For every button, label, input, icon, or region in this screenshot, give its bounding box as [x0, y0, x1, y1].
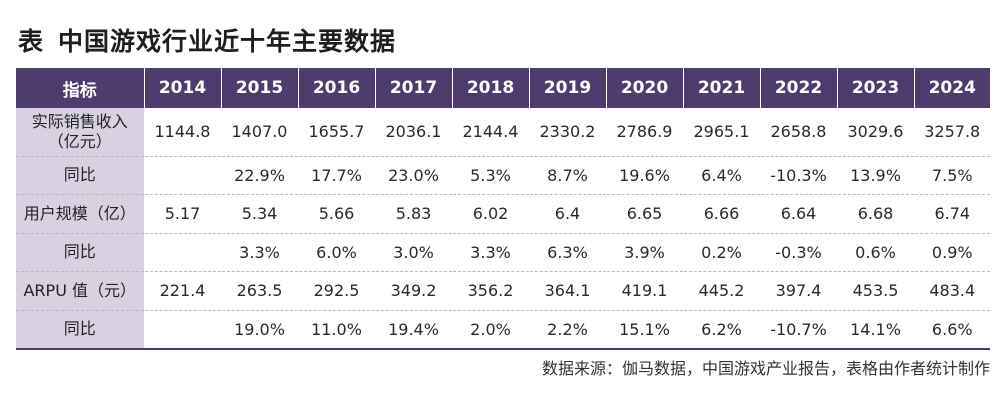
table-cell: 22.9% — [220, 156, 298, 195]
data-table-wrapper: 指标 2014 2015 2016 2017 2018 2019 2020 20… — [16, 68, 990, 350]
table-row: 用户规模（亿） 5.17 5.34 5.66 5.83 6.02 6.4 6.6… — [16, 194, 990, 234]
row-label: 实际销售收入（亿元） — [16, 108, 144, 157]
table-cell: 23.0% — [374, 156, 452, 195]
header-cell: 2022 — [759, 68, 837, 108]
table-row: 实际销售收入（亿元） 1144.8 1407.0 1655.7 2036.1 2… — [16, 108, 990, 157]
table-cell: 356.2 — [451, 271, 529, 311]
table-cell: 5.66 — [297, 194, 375, 234]
table-cell: 6.2% — [682, 310, 760, 350]
table-cell: 453.5 — [836, 271, 914, 311]
table-cell: 13.9% — [836, 156, 914, 195]
table-cell: 1144.8 — [143, 108, 221, 157]
table-title: 表中国游戏行业近十年主要数据 — [18, 22, 396, 58]
header-cell: 2016 — [297, 68, 375, 108]
table-cell: 3257.8 — [913, 108, 990, 157]
table-cell — [143, 156, 221, 195]
table-cell: 221.4 — [143, 271, 221, 311]
header-cell: 2024 — [913, 68, 990, 108]
table-cell: 483.4 — [913, 271, 990, 311]
table-header-row: 指标 2014 2015 2016 2017 2018 2019 2020 20… — [16, 68, 990, 108]
table-cell: 6.66 — [682, 194, 760, 234]
table-cell: 6.68 — [836, 194, 914, 234]
row-label: 同比 — [16, 310, 144, 350]
table-cell: 6.0% — [297, 233, 375, 272]
header-cell: 指标 — [62, 80, 97, 101]
table-cell: 3.0% — [374, 233, 452, 272]
table-cell: 2144.4 — [451, 108, 529, 157]
header-cell: 2021 — [682, 68, 760, 108]
header-cell: 2014 — [143, 68, 221, 108]
row-label: 同比 — [16, 233, 144, 272]
table-cell: 2.0% — [451, 310, 529, 350]
table-cell: 6.4% — [682, 156, 760, 195]
table-cell: 397.4 — [759, 271, 837, 311]
table-cell: 2786.9 — [605, 108, 683, 157]
table-cell: 15.1% — [605, 310, 683, 350]
table-cell: 19.4% — [374, 310, 452, 350]
table-cell: 14.1% — [836, 310, 914, 350]
table-cell: 349.2 — [374, 271, 452, 311]
row-label: ARPU 值（元） — [16, 271, 144, 311]
table-cell: 1655.7 — [297, 108, 375, 157]
table-cell: 19.6% — [605, 156, 683, 195]
table-cell: 6.74 — [913, 194, 990, 234]
table-cell: 19.0% — [220, 310, 298, 350]
header-cell: 2015 — [220, 68, 298, 108]
table-cell: 7.5% — [913, 156, 990, 195]
header-cell: 2018 — [451, 68, 529, 108]
table-cell: 6.65 — [605, 194, 683, 234]
table-cell: 6.3% — [528, 233, 606, 272]
table-cell: -10.3% — [759, 156, 837, 195]
table-cell: 6.6% — [913, 310, 990, 350]
row-label: 用户规模（亿） — [16, 194, 144, 234]
header-cell: 2020 — [605, 68, 683, 108]
table-cell: 5.17 — [143, 194, 221, 234]
table-cell: 6.64 — [759, 194, 837, 234]
table-title-tag: 表 — [18, 27, 45, 56]
table-row: 同比 22.9% 17.7% 23.0% 5.3% 8.7% 19.6% 6.4… — [16, 156, 990, 195]
table-cell: 3.3% — [220, 233, 298, 272]
table-cell: 292.5 — [297, 271, 375, 311]
table-cell: 5.83 — [374, 194, 452, 234]
table-cell: 445.2 — [682, 271, 760, 311]
table-cell: 2658.8 — [759, 108, 837, 157]
table-cell: 6.4 — [528, 194, 606, 234]
table-cell: 3029.6 — [836, 108, 914, 157]
row-label: 同比 — [16, 156, 144, 195]
table-row: ARPU 值（元） 221.4 263.5 292.5 349.2 356.2 … — [16, 271, 990, 311]
table-cell: 263.5 — [220, 271, 298, 311]
table-cell: 17.7% — [297, 156, 375, 195]
table-cell — [143, 233, 221, 272]
table-cell: 0.9% — [913, 233, 990, 272]
table-cell: 1407.0 — [220, 108, 298, 157]
table-row: 同比 19.0% 11.0% 19.4% 2.0% 2.2% 15.1% 6.2… — [16, 310, 990, 350]
table-cell: 11.0% — [297, 310, 375, 350]
table-cell: -10.7% — [759, 310, 837, 350]
table-cell: 5.3% — [451, 156, 529, 195]
table-cell: 0.2% — [682, 233, 760, 272]
table-cell: 364.1 — [528, 271, 606, 311]
table-cell: 0.6% — [836, 233, 914, 272]
header-cell: 2019 — [528, 68, 606, 108]
table-cell: 3.3% — [451, 233, 529, 272]
table-cell: 2036.1 — [374, 108, 452, 157]
header-cell: 2023 — [836, 68, 914, 108]
table-cell: -0.3% — [759, 233, 837, 272]
header-cell: 2017 — [374, 68, 452, 108]
table-cell: 5.34 — [220, 194, 298, 234]
table-cell: 8.7% — [528, 156, 606, 195]
table-title-text: 中国游戏行业近十年主要数据 — [58, 27, 397, 56]
table-cell: 3.9% — [605, 233, 683, 272]
table-cell — [143, 310, 221, 350]
table-row: 同比 3.3% 6.0% 3.0% 3.3% 6.3% 3.9% 0.2% -0… — [16, 233, 990, 272]
source-note: 数据来源：伽马数据，中国游戏产业报告，表格由作者统计制作 — [541, 359, 990, 378]
table-cell: 2965.1 — [682, 108, 760, 157]
table-cell: 2330.2 — [528, 108, 606, 157]
table-cell: 419.1 — [605, 271, 683, 311]
table-cell: 6.02 — [451, 194, 529, 234]
data-table: 指标 2014 2015 2016 2017 2018 2019 2020 20… — [16, 68, 990, 350]
table-cell: 2.2% — [528, 310, 606, 350]
